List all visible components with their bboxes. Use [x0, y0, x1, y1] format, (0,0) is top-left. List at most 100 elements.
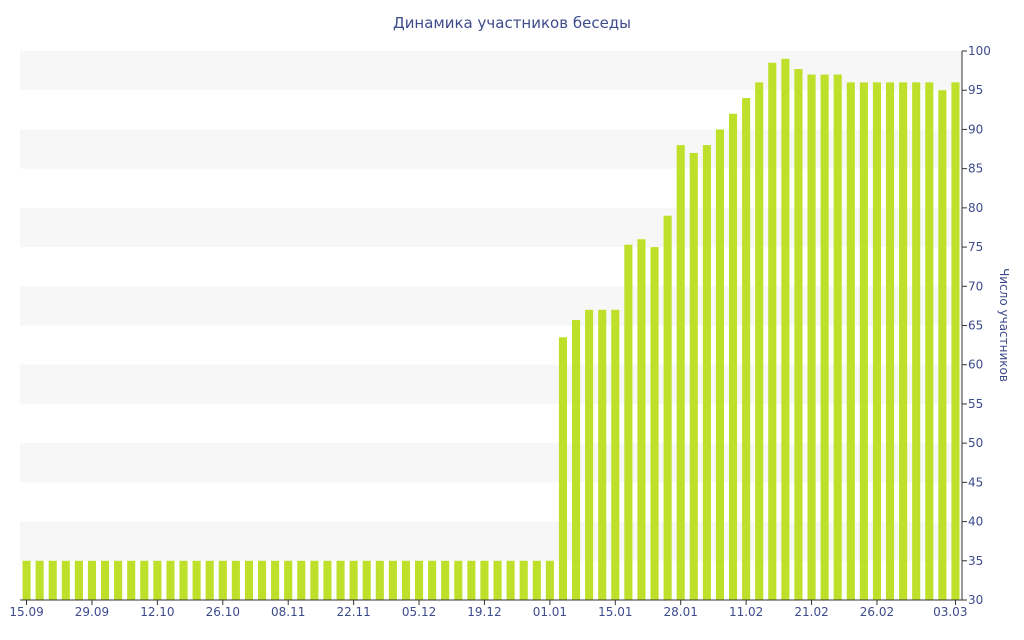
bar: [611, 309, 620, 600]
x-tick-label: 05.12: [402, 605, 436, 619]
grid-band: [20, 364, 962, 404]
bar: [493, 560, 502, 600]
y-tick-label: 90: [968, 122, 983, 136]
x-tick-label: 21.02: [794, 605, 828, 619]
bar: [349, 560, 358, 600]
bar: [728, 113, 738, 600]
bar: [244, 560, 254, 600]
bar: [480, 560, 489, 600]
bar: [114, 560, 123, 600]
grid-band: [20, 286, 962, 326]
bar: [768, 62, 777, 601]
bar: [297, 560, 306, 600]
bar: [624, 244, 633, 600]
y-tick-label: 75: [968, 240, 983, 254]
x-tick-label: 11.02: [729, 605, 763, 619]
bar: [454, 560, 463, 600]
bar: [885, 82, 895, 600]
x-tick-label: 26.02: [860, 605, 894, 619]
x-tick-label: 01.01: [533, 605, 567, 619]
x-tick-label: 28.01: [664, 605, 698, 619]
bar: [650, 247, 659, 601]
bar: [153, 560, 162, 600]
bar: [310, 560, 319, 600]
x-tick-label: 19.12: [467, 605, 501, 619]
bar: [899, 82, 908, 600]
bar: [441, 560, 450, 600]
y-tick-label: 95: [968, 83, 983, 97]
y-axis-ticks: 30 35 40 45 50 55 60 65 70 75 80 85 90 95 100: [962, 44, 991, 607]
bar: [912, 82, 921, 600]
bar: [820, 74, 829, 601]
bar: [271, 560, 280, 600]
bar: [127, 560, 136, 600]
bar: [192, 560, 201, 600]
bar: [925, 82, 934, 600]
chart-title: Динамика участников беседы: [393, 14, 631, 32]
y-tick-label: 40: [968, 515, 983, 529]
bar: [755, 82, 764, 600]
bar: [48, 560, 57, 600]
y-tick-label: 55: [968, 397, 983, 411]
y-axis-label: Число участников: [997, 268, 1011, 382]
bar: [637, 239, 646, 600]
bar: [140, 560, 149, 600]
bar: [74, 560, 83, 600]
bar: [545, 560, 554, 600]
bar: [166, 560, 175, 600]
bar: [663, 215, 672, 600]
x-tick-label: 08.11: [271, 605, 305, 619]
bar: [585, 309, 594, 600]
grid-band: [20, 521, 962, 561]
bar: [506, 560, 515, 600]
grid-band: [20, 443, 962, 483]
bar: [218, 560, 227, 600]
bar: [375, 560, 384, 600]
x-tick-label: 15.01: [598, 605, 632, 619]
bar: [336, 560, 345, 600]
bar: [689, 152, 698, 600]
bar: [35, 560, 44, 600]
x-tick-label: 22.11: [336, 605, 370, 619]
y-tick-label: 60: [968, 358, 983, 372]
bar: [951, 82, 960, 600]
bar: [22, 560, 31, 600]
bar: [467, 560, 476, 600]
bar: [61, 560, 70, 600]
bar: [558, 337, 568, 600]
bar: [414, 560, 424, 600]
bar: [598, 309, 607, 600]
bar: [388, 560, 397, 600]
bar: [519, 560, 528, 600]
bar: [742, 98, 751, 601]
y-tick-label: 70: [968, 279, 983, 293]
grid-band: [20, 207, 962, 248]
y-tick-label: 30: [968, 593, 983, 607]
bar: [938, 90, 947, 600]
bar: [571, 320, 581, 600]
bar: [833, 74, 842, 601]
bar: [702, 145, 711, 600]
bar: [257, 560, 267, 600]
y-tick-label: 50: [968, 436, 983, 450]
bar: [179, 560, 188, 600]
bar: [362, 560, 371, 600]
bar: [231, 560, 240, 600]
y-tick-label: 65: [968, 319, 983, 333]
x-tick-label: 03.03: [933, 605, 967, 619]
x-tick-label: 12.10: [140, 605, 174, 619]
bar: [807, 74, 816, 601]
x-axis-ticks: 15.09 29.09 12.10 26.10 08.11 22.11 05.12 19.12…: [9, 600, 967, 619]
x-tick-label: 26.10: [206, 605, 240, 619]
bar: [872, 82, 882, 600]
bar: [284, 560, 293, 600]
bar: [781, 58, 790, 601]
bar: [401, 560, 411, 600]
y-tick-label: 45: [968, 475, 983, 489]
bars-group: [22, 58, 960, 601]
y-tick-label: 35: [968, 554, 983, 568]
bar: [794, 69, 803, 600]
bar: [428, 560, 437, 600]
